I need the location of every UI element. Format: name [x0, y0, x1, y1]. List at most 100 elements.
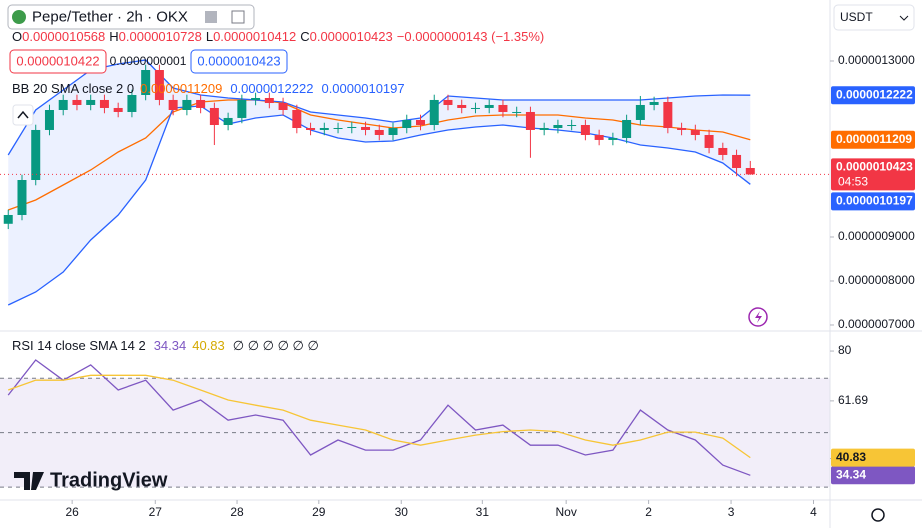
candle-body: [223, 117, 233, 126]
candle-body: [127, 94, 137, 112]
indicator-line: [7, 374, 751, 459]
icon[interactable]: [205, 11, 217, 23]
price-badge-label: 0.0000011209: [836, 132, 912, 146]
currency: USDT: [840, 10, 873, 24]
candle-body: [580, 125, 590, 135]
tv-logo-text: TradingView: [50, 469, 168, 491]
y-tick-label: 0.0000013000: [838, 53, 915, 67]
y-tick-label: 0.0000008000: [838, 273, 915, 287]
x-tick-label: 2: [645, 505, 652, 519]
candle-body: [388, 127, 398, 135]
x-tick-label: 31: [476, 505, 490, 519]
candle-body: [649, 101, 659, 105]
price-badge: [831, 192, 915, 211]
lightning-icon[interactable]: [748, 307, 768, 327]
candle-body: [704, 134, 714, 148]
sell-button[interactable]: [9, 49, 107, 74]
x-tick-label: 27: [149, 505, 163, 519]
x-tick-label: 28: [230, 505, 244, 519]
y-tick-label: 80: [838, 343, 852, 357]
indicator-line: [7, 59, 751, 156]
candle-body: [333, 127, 343, 129]
candle-body: [347, 126, 357, 128]
indicator-line: [7, 359, 751, 476]
price-badge: [831, 448, 915, 467]
candle-body: [608, 137, 618, 140]
candle-body: [237, 99, 247, 118]
candle-body: [168, 99, 178, 110]
candle-body: [141, 70, 151, 95]
candle-body: [512, 111, 522, 113]
x-tick-label: 4: [810, 505, 817, 519]
sell-price: 0.0000010422: [16, 53, 99, 68]
candle-body: [690, 129, 700, 135]
candle-body: [278, 103, 288, 110]
y-tick-label: 61.69: [838, 393, 868, 407]
candle-body: [3, 214, 13, 224]
candle-body: [17, 180, 27, 215]
buy-price: 0.0000010423: [197, 53, 280, 68]
candle-body: [182, 99, 192, 110]
dropdown-icon: [899, 15, 909, 21]
countdown: 04:53: [838, 175, 868, 189]
band-fill: [8, 59, 751, 305]
candle-body: [264, 97, 274, 104]
candle-body: [663, 101, 673, 128]
candle-body: [498, 104, 508, 112]
price-badge-label: 40.83: [836, 450, 866, 464]
candle-body: [154, 70, 164, 100]
price-badge-label: 34.34: [836, 467, 866, 481]
y-tick-label: 0.0000007000: [838, 317, 915, 331]
lightning-glyph: [755, 311, 762, 323]
x-tick-label: Nov: [555, 505, 576, 519]
candle-body: [443, 99, 453, 105]
symbol-title: Pepe/Tether · 2h · OKX: [32, 8, 188, 25]
price-badge: [831, 86, 915, 105]
symbol-logo: [12, 10, 26, 24]
settings-icon[interactable]: [871, 508, 885, 522]
candle-body: [31, 129, 41, 181]
symbol-box[interactable]: [7, 4, 255, 30]
chevron-icon: [17, 110, 29, 119]
icon[interactable]: [231, 10, 245, 24]
candle-body: [86, 99, 96, 105]
candle-body: [567, 125, 577, 127]
collapse-button[interactable]: [12, 104, 34, 126]
candle-body: [113, 107, 123, 112]
candle-body: [539, 127, 549, 130]
x-tick-label: 3: [728, 505, 735, 519]
bb-legend: BB 20 SMA close 2 0 0.0000011209 0.0000012…: [12, 81, 405, 96]
candle-body: [457, 104, 467, 108]
candle-body: [209, 107, 219, 126]
candle-body: [251, 97, 261, 100]
candle-body: [374, 129, 384, 135]
candle-body: [292, 110, 302, 128]
candle-body: [72, 99, 82, 105]
tv-logo-mark: [14, 472, 44, 490]
candle-body: [484, 104, 494, 108]
candle-body: [745, 167, 755, 175]
x-tick-label: 26: [65, 505, 79, 519]
ohlc-legend: O0.0000010568 H0.0000010728 L0.0000010412 C…: [12, 29, 544, 44]
candle-body: [622, 119, 632, 138]
candle-body: [306, 127, 316, 130]
price-badge-label: 0.0000010197: [836, 194, 913, 208]
currency-button[interactable]: [833, 4, 915, 31]
candle-body: [470, 107, 480, 109]
candle-body: [58, 99, 68, 110]
y-tick-label: 0.0000009000: [838, 229, 915, 243]
candle-body: [677, 127, 687, 130]
candle-body: [319, 127, 329, 130]
candle-body: [525, 111, 535, 130]
candle-body: [196, 99, 206, 108]
price-badge: [831, 466, 915, 485]
candle-body: [402, 119, 412, 128]
candle-body: [594, 134, 604, 140]
candle-body: [732, 154, 742, 168]
candle-body: [415, 119, 425, 126]
buy-button[interactable]: [190, 49, 288, 74]
candle-body: [44, 110, 54, 130]
